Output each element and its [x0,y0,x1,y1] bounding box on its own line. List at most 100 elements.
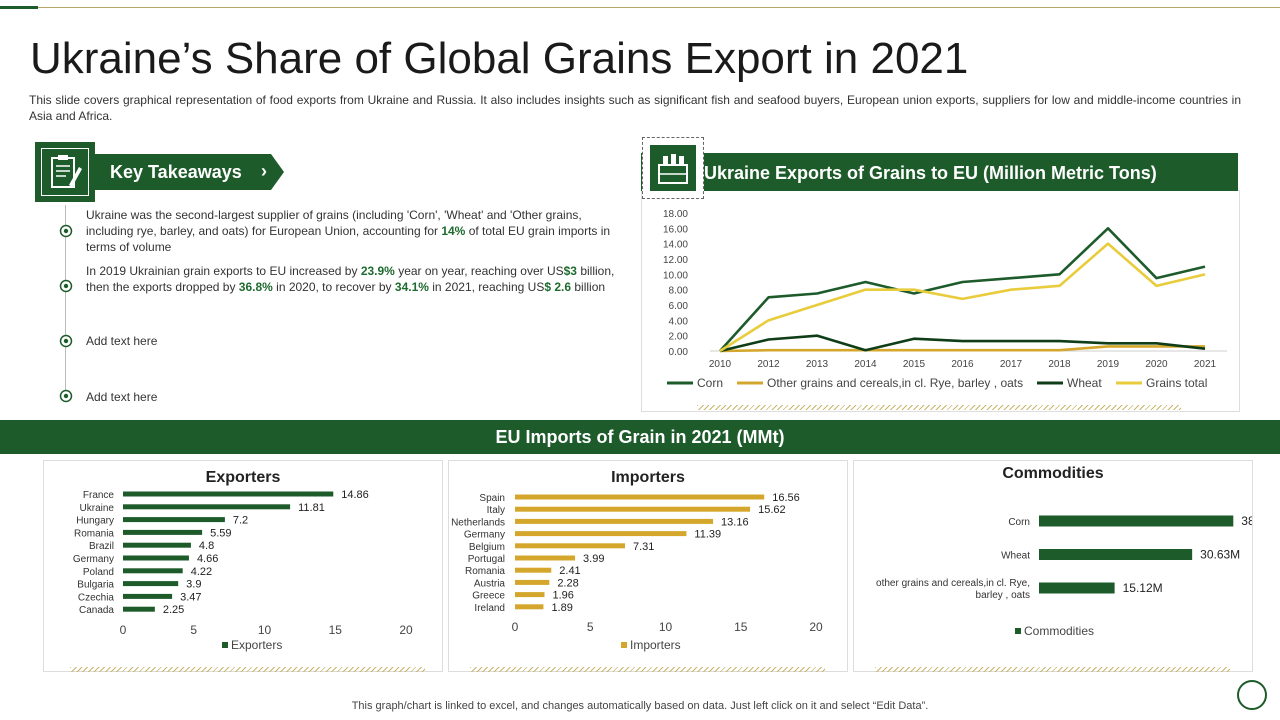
data-label: 7.31 [633,541,654,553]
bar-bulgaria[interactable] [123,581,179,587]
legend-label: Exporters [231,638,282,652]
bar-greece[interactable] [515,592,545,598]
x-tick-label: 2016 [951,359,974,370]
category-label: Greece [472,591,505,602]
data-label: 3.47 [180,591,201,603]
category-label: Netherlands [451,517,505,528]
category-label: Belgium [469,542,505,553]
commodities-chart[interactable]: Corn 38.86M Wheat 30.63M other grains and ce… [854,461,1252,671]
y-tick-label: 16.00 [663,224,688,235]
bar-romania[interactable] [123,529,203,535]
takeaway-2: In 2019 Ukrainian grain exports to EU in… [86,264,615,294]
x-tick-label: 10 [659,620,673,634]
series-line-corn[interactable] [719,227,1206,352]
category-label: Romania [74,528,114,539]
category-label: Czechia [78,592,115,603]
data-label: 1.89 [551,602,572,614]
bullet-icon [59,389,73,403]
data-label: 2.28 [557,577,578,589]
bar-other-grains-and-cereals-in-cl-rye-barley-oats[interactable] [1039,582,1115,594]
data-label: 30.63M [1200,548,1240,562]
x-tick-label: 2012 [757,359,780,370]
x-tick-label: 5 [587,620,594,634]
exporters-title: Exporters [205,469,281,486]
category-label: Wheat [1001,551,1030,562]
bar-wheat[interactable] [1039,549,1193,560]
x-tick-label: 2020 [1145,359,1168,370]
importers-chart[interactable]: Spain 16.56 Italy 15.62 Netherlands 13.16 Germ… [449,461,847,671]
timeline-line [65,205,66,400]
bar-canada[interactable] [123,606,155,612]
x-tick-label: 5 [190,623,197,637]
x-tick-label: 2018 [1048,359,1071,370]
x-tick-label: 0 [120,623,127,637]
bar-romania[interactable] [515,567,552,573]
data-label: 2.25 [163,604,184,616]
bar-netherlands[interactable] [515,518,714,524]
exporters-panel: Exporters France 14.86 Ukraine 11.81 Hungary… [43,460,443,672]
key-takeaways-heading: Key Takeaways [110,162,242,182]
data-label: 4.22 [191,566,212,578]
wheat-crate-icon [642,137,704,199]
bar-hungary[interactable] [123,517,225,523]
x-tick-label: 0 [512,620,519,634]
data-label: 4.8 [199,540,214,552]
bar-germany[interactable] [123,555,189,561]
top-accent-bar [0,6,38,9]
category-label: Ukraine [80,503,115,514]
circle-icon [1237,680,1267,710]
category-label: Brazil [89,541,114,552]
page-title: Ukraine’s Share of Global Grains Export … [30,34,969,83]
y-tick-label: 10.00 [663,270,688,281]
bar-spain[interactable] [515,494,765,500]
series-line-wheat[interactable] [719,334,1206,353]
bar-ukraine[interactable] [123,504,291,510]
bar-portugal[interactable] [515,555,576,561]
category-label: Portugal [468,554,505,565]
bar-france[interactable] [123,491,334,497]
data-label: 1.96 [552,590,573,602]
series-line-other-grains-and-cereals-in-cl-rye-barley-oats[interactable] [719,345,1205,353]
decorative-hatch [70,667,425,672]
legend-label: Grains total [1146,376,1207,390]
chevron-right-icon: › [261,161,267,181]
bar-italy[interactable] [515,506,751,512]
x-tick-label: 2014 [854,359,877,370]
line-chart-frame: 0.00 2.00 4.00 6.00 8.00 10.00 12.00 14.00 16.00… [641,190,1240,412]
legend-label: Other grains and cereals,in cl. Rye, bar… [767,376,1023,390]
y-tick-label: 12.00 [663,255,688,266]
bar-czechia[interactable] [123,593,173,599]
bar-ireland[interactable] [515,604,544,610]
takeaway-4: Add text here [86,390,158,404]
bar-austria[interactable] [515,579,550,585]
commodities-title: Commodities [1002,465,1104,482]
eu-imports-banner: EU Imports of Grain in 2021 (MMt) [0,420,1280,454]
takeaway-3: Add text here [86,334,158,348]
x-tick-label: 2010 [709,359,732,370]
x-tick-label: 2017 [1000,359,1023,370]
bullet-icon [59,224,73,238]
category-label: Germany [464,530,505,541]
bar-poland[interactable] [123,568,183,574]
bar-brazil[interactable] [123,542,191,548]
y-tick-label: 4.00 [669,316,689,327]
series-line-grains-total[interactable] [719,242,1206,353]
y-tick-label: 18.00 [663,209,688,220]
category-label: Germany [73,554,114,565]
line-chart[interactable]: 0.00 2.00 4.00 6.00 8.00 10.00 12.00 14.00 16.00… [642,191,1239,411]
category-label: Bulgaria [77,580,114,591]
bar-belgium[interactable] [515,543,626,549]
y-tick-label: 0.00 [669,347,689,358]
bar-corn[interactable] [1039,515,1234,527]
category-label: Poland [83,567,114,578]
eu-imports-title: EU Imports of Grain in 2021 (MMt) [495,427,785,447]
bar-germany[interactable] [515,531,687,537]
decorative-hatch [697,405,1181,410]
exporters-chart[interactable]: France 14.86 Ukraine 11.81 Hungary 7.2 Romania… [44,461,442,671]
category-label: Ireland [474,603,505,614]
data-label: 11.39 [694,529,721,541]
y-tick-label: 2.00 [669,332,689,343]
x-tick-label: 15 [734,620,748,634]
data-label: 16.56 [772,492,800,504]
legend-label: Importers [630,638,681,652]
